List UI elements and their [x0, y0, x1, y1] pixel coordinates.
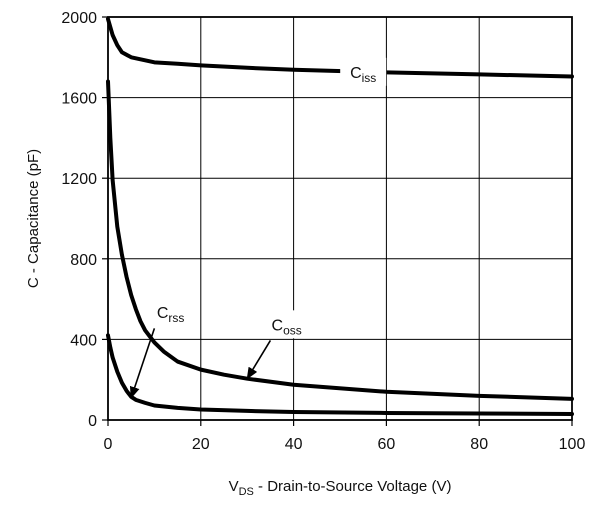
- x-tick-label: 60: [378, 436, 396, 453]
- y-tick-label: 800: [70, 252, 97, 269]
- y-tick-label: 0: [88, 413, 97, 430]
- y-tick-label: 1200: [61, 171, 97, 188]
- y-tick-label: 2000: [61, 10, 97, 27]
- series-line-rss: [106, 333, 574, 416]
- series-line-iss: [106, 17, 574, 79]
- y-tick-label: 400: [70, 332, 97, 349]
- x-axis-title: VDS - Drain-to-Source Voltage (V): [229, 478, 452, 498]
- annotation-arrow-oss: [246, 339, 272, 380]
- series-iss-label: Ciss: [350, 65, 376, 85]
- annotation-rss-label: Crss: [157, 305, 185, 325]
- x-tick-label: 100: [559, 436, 586, 453]
- x-tick-label: 0: [104, 436, 113, 453]
- grid: [102, 16, 573, 426]
- series-iss-label-bg: [340, 57, 387, 86]
- plot-frame: [107, 16, 573, 421]
- annotation-arrow-rss: [129, 328, 156, 399]
- series-line-oss: [106, 79, 574, 401]
- x-tick-label: 40: [285, 436, 303, 453]
- series-labels: Ciss Crss Coss: [129, 57, 387, 399]
- y-tick-label: 1600: [61, 91, 97, 108]
- annotation-oss-label: Coss: [272, 317, 302, 337]
- x-tick-label: 80: [470, 436, 488, 453]
- x-tick-label: 20: [192, 436, 210, 453]
- annotation-rss-label-bg: [147, 298, 194, 327]
- series-lines: [106, 17, 574, 416]
- annotation-oss-label-bg: [263, 310, 310, 339]
- y-axis-title: C - Capacitance (pF): [25, 149, 42, 288]
- tick-labels: 0 20 40 60 80 100 0 400 800 1200 1600 2000: [61, 10, 585, 453]
